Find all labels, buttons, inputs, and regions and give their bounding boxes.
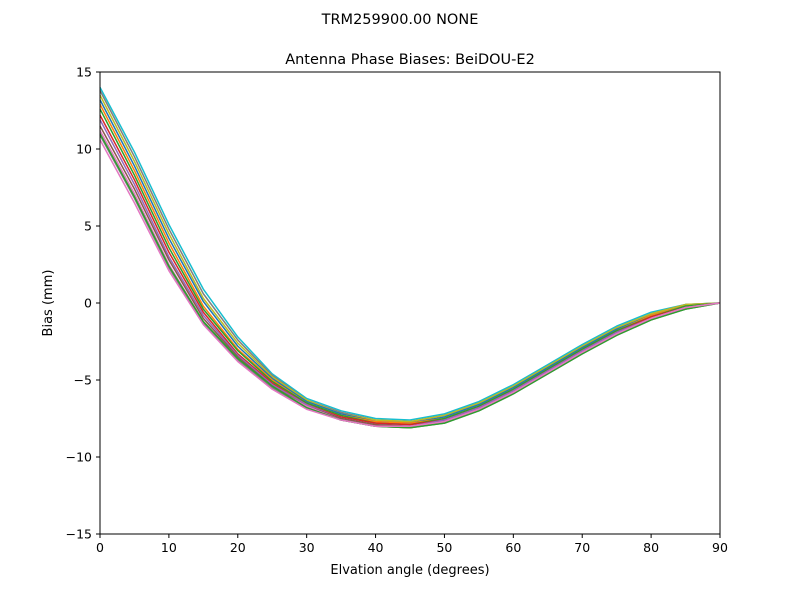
series-line-5 bbox=[99, 103, 721, 424]
series-line-9 bbox=[99, 125, 721, 427]
series-line-12 bbox=[99, 133, 721, 429]
series-line-1 bbox=[99, 87, 721, 421]
chart-suptitle: TRM259900.00 NONE bbox=[321, 12, 479, 28]
series-line-6 bbox=[99, 108, 721, 426]
x-tick-label: 0 bbox=[96, 540, 104, 555]
y-tick-label: −5 bbox=[74, 373, 92, 388]
y-tick-label: 5 bbox=[84, 219, 92, 234]
y-tick-label: 0 bbox=[84, 296, 92, 311]
y-tick-label: 10 bbox=[76, 142, 92, 157]
x-axis: 0 10 20 30 40 50 60 70 80 90 bbox=[96, 534, 728, 555]
series-line-4 bbox=[99, 99, 721, 424]
series-layer bbox=[99, 87, 721, 429]
y-tick-label: −10 bbox=[66, 450, 92, 465]
x-tick-label: 40 bbox=[368, 540, 384, 555]
chart-title: Antenna Phase Biases: BeiDOU-E2 bbox=[285, 52, 535, 68]
x-axis-label: Elvation angle (degrees) bbox=[330, 563, 489, 578]
y-tick-label: −15 bbox=[66, 527, 92, 542]
x-tick-label: 70 bbox=[574, 540, 590, 555]
x-tick-label: 20 bbox=[230, 540, 246, 555]
series-line-13 bbox=[99, 139, 721, 427]
x-tick-label: 50 bbox=[436, 540, 452, 555]
series-line-3 bbox=[99, 94, 721, 423]
y-tick-label: 15 bbox=[76, 65, 92, 80]
y-axis-label: Bias (mm) bbox=[41, 270, 56, 337]
x-tick-label: 10 bbox=[161, 540, 177, 555]
x-tick-label: 90 bbox=[712, 540, 728, 555]
x-tick-label: 80 bbox=[643, 540, 659, 555]
y-axis: −15 −10 −5 0 5 10 15 bbox=[66, 65, 100, 542]
series-line-2 bbox=[99, 90, 721, 423]
x-tick-label: 60 bbox=[505, 540, 521, 555]
x-tick-label: 30 bbox=[299, 540, 315, 555]
